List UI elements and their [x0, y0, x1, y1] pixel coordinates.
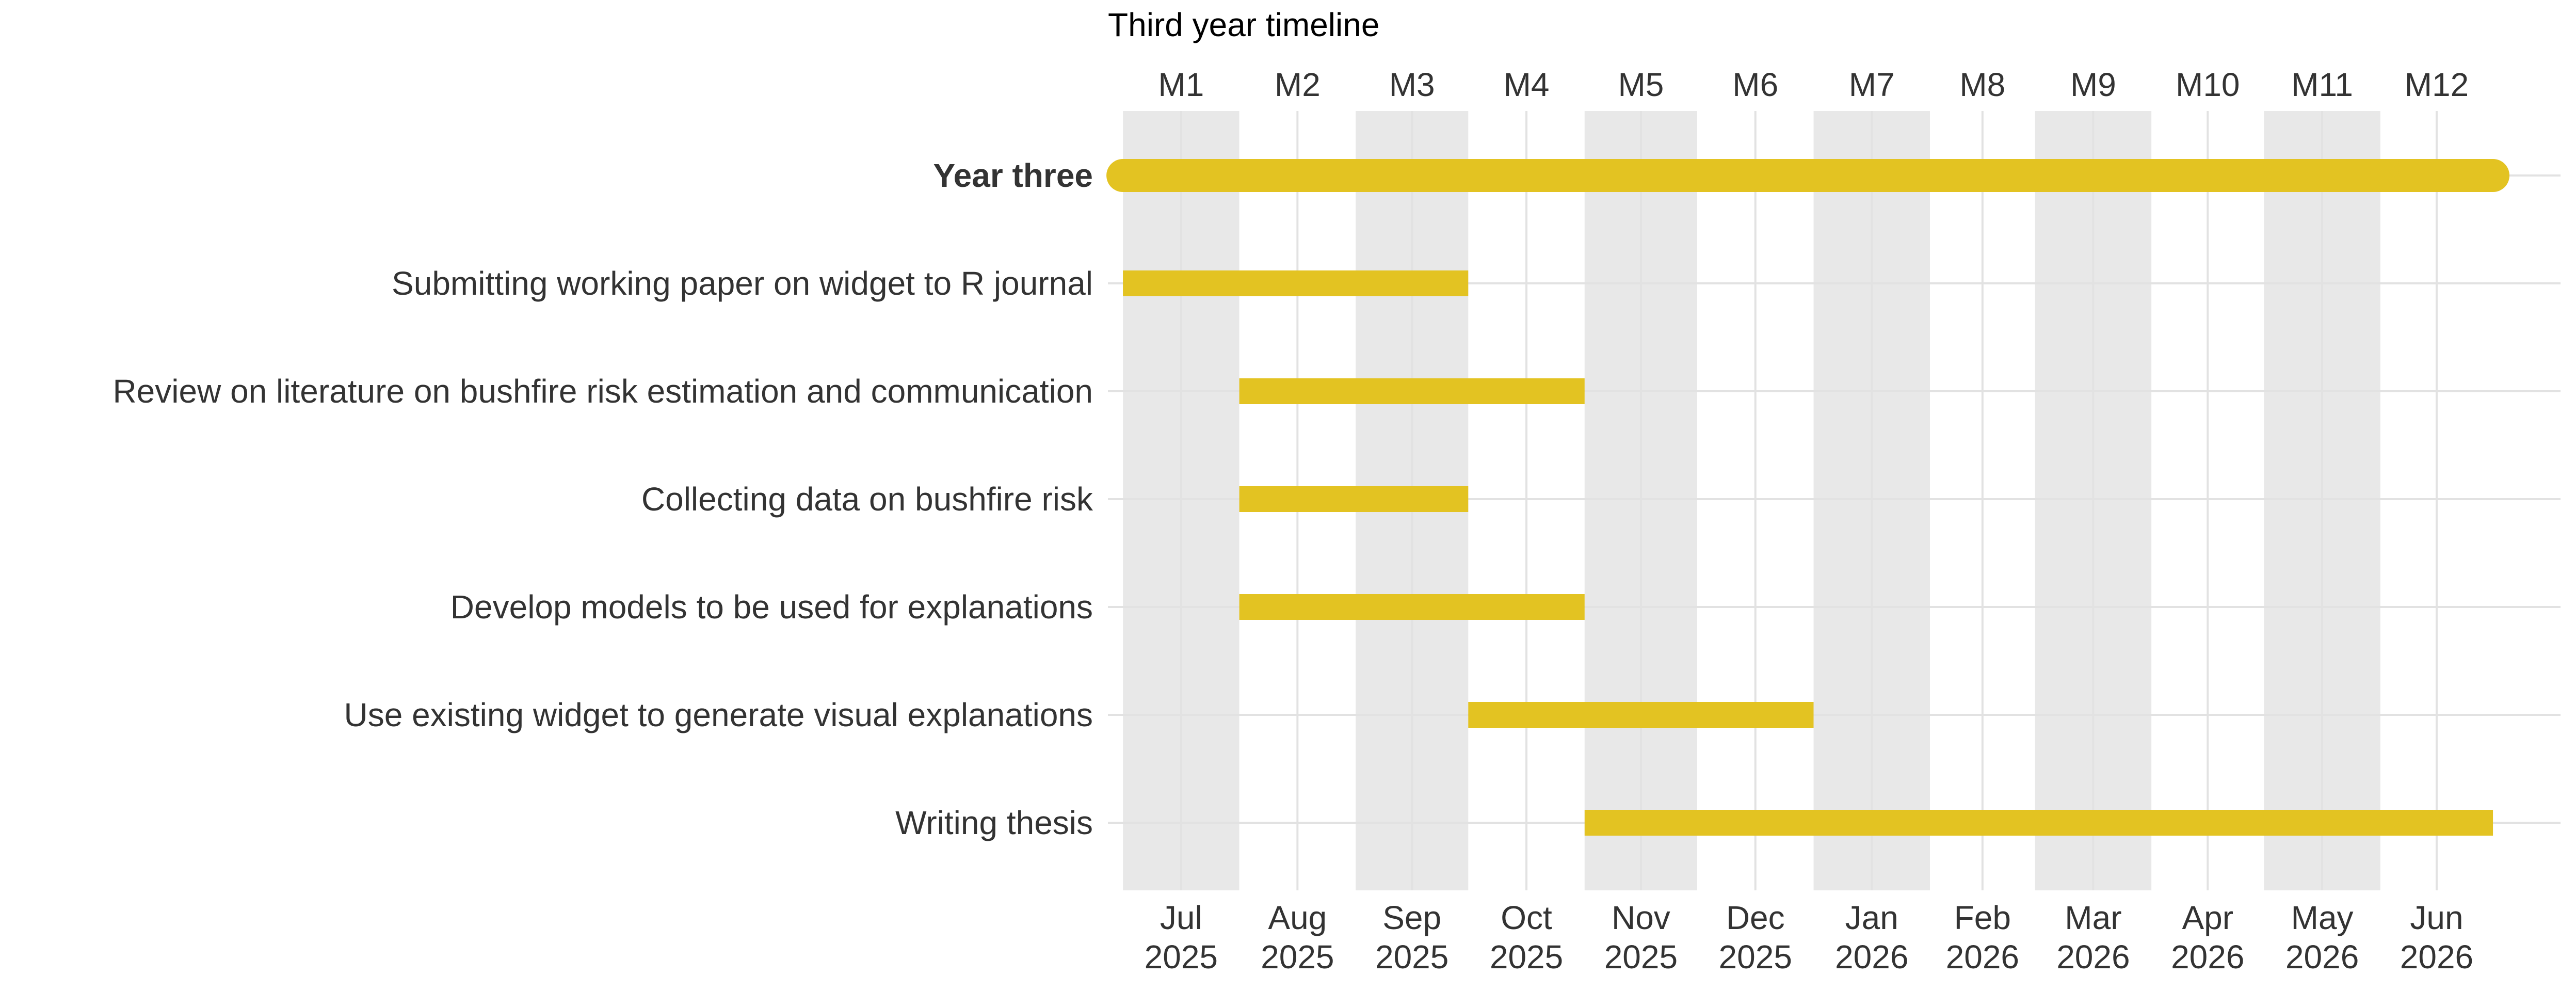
bottom-tick-year: 2025	[1719, 938, 1792, 976]
task-labels: Year three Submitting working paper on wi…	[112, 157, 1093, 841]
bottom-tick-year: 2026	[1835, 938, 1908, 976]
task-label: Writing thesis	[895, 804, 1093, 841]
task-bar	[1239, 594, 1585, 620]
bottom-tick-month: May	[2291, 899, 2354, 936]
bottom-tick-year: 2025	[1145, 938, 1218, 976]
task-bars	[1106, 159, 2510, 836]
task-bar	[1584, 810, 2493, 836]
task-label: Use existing widget to generate visual e…	[344, 696, 1093, 733]
task-bar	[1468, 702, 1814, 728]
bottom-tick-month: Dec	[1726, 899, 1785, 936]
top-tick-label: M8	[1959, 66, 2005, 103]
bottom-tick-year: 2026	[2400, 938, 2473, 976]
bottom-tick-month: Jan	[1845, 899, 1898, 936]
bottom-tick-month: Aug	[1268, 899, 1327, 936]
bottom-tick-year: 2026	[2171, 938, 2244, 976]
bottom-tick-year: 2026	[2285, 938, 2359, 976]
task-label: Collecting data on bushfire risk	[641, 481, 1093, 518]
top-tick-label: M11	[2291, 66, 2353, 103]
task-label: Submitting working paper on widget to R …	[392, 265, 1093, 302]
task-bar	[1239, 486, 1469, 512]
bottom-tick-month: Mar	[2065, 899, 2121, 936]
top-tick-label: M2	[1275, 66, 1321, 103]
top-tick-label: M5	[1618, 66, 1664, 103]
top-tick-label: M9	[2070, 66, 2116, 103]
bottom-tick-year: 2025	[1604, 938, 1678, 976]
task-bar	[1239, 378, 1585, 404]
bottom-axis: Jul2025Aug2025Sep2025Oct2025Nov2025Dec20…	[1145, 899, 2473, 976]
task-label: Review on literature on bushfire risk es…	[112, 373, 1093, 410]
bottom-tick-month: Apr	[2182, 899, 2233, 936]
top-tick-label: M12	[2405, 66, 2469, 103]
task-label: Develop models to be used for explanatio…	[450, 588, 1093, 626]
task-label: Year three	[933, 157, 1093, 194]
top-tick-label: M4	[1504, 66, 1550, 103]
bottom-tick-month: Oct	[1501, 899, 1552, 936]
bottom-tick-year: 2025	[1490, 938, 1563, 976]
task-bar	[1123, 270, 1469, 296]
bottom-tick-month: Jul	[1160, 899, 1202, 936]
bottom-tick-year: 2025	[1375, 938, 1448, 976]
bottom-tick-month: Sep	[1382, 899, 1441, 936]
bottom-tick-year: 2025	[1261, 938, 1334, 976]
bottom-tick-year: 2026	[2056, 938, 2130, 976]
top-tick-label: M1	[1158, 66, 1204, 103]
top-tick-label: M3	[1389, 66, 1435, 103]
bottom-tick-month: Nov	[1612, 899, 1670, 936]
top-tick-label: M7	[1849, 66, 1895, 103]
top-tick-label: M6	[1732, 66, 1778, 103]
bottom-tick-month: Jun	[2410, 899, 2463, 936]
chart-title: Third year timeline	[1108, 6, 1379, 43]
bottom-tick-month: Feb	[1954, 899, 2011, 936]
top-tick-label: M10	[2176, 66, 2240, 103]
bottom-tick-year: 2026	[1946, 938, 2019, 976]
top-axis: M1 M2 M3 M4 M5 M6 M7 M8 M9 M10 M11 M12	[1158, 66, 2469, 103]
